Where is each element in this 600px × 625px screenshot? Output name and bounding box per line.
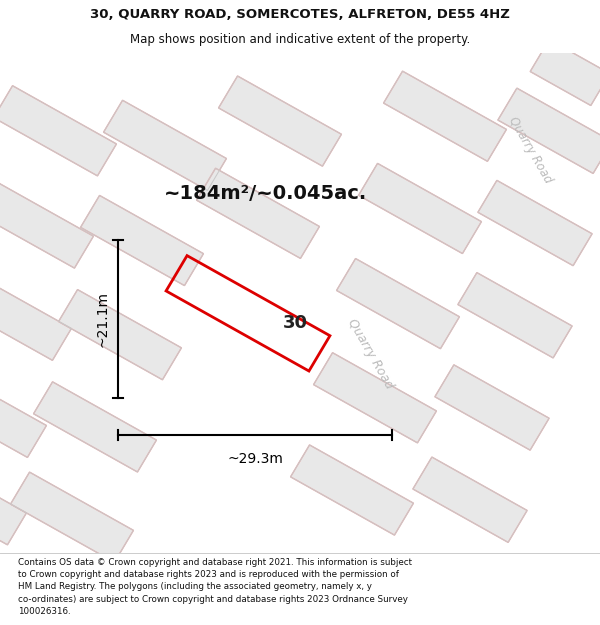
Polygon shape xyxy=(59,289,181,380)
Text: Contains OS data © Crown copyright and database right 2021. This information is : Contains OS data © Crown copyright and d… xyxy=(18,558,412,616)
Polygon shape xyxy=(498,88,600,174)
Polygon shape xyxy=(359,163,481,254)
Polygon shape xyxy=(218,76,341,166)
Polygon shape xyxy=(337,259,460,349)
Polygon shape xyxy=(383,71,506,161)
Text: ~21.1m: ~21.1m xyxy=(96,291,110,347)
Polygon shape xyxy=(0,178,94,268)
Polygon shape xyxy=(290,445,413,535)
Polygon shape xyxy=(0,270,71,361)
Text: 30, QUARRY ROAD, SOMERCOTES, ALFRETON, DE55 4HZ: 30, QUARRY ROAD, SOMERCOTES, ALFRETON, D… xyxy=(90,8,510,21)
Polygon shape xyxy=(314,352,436,443)
Polygon shape xyxy=(458,272,572,358)
Polygon shape xyxy=(197,168,319,258)
Text: Map shows position and indicative extent of the property.: Map shows position and indicative extent… xyxy=(130,32,470,46)
Polygon shape xyxy=(413,457,527,542)
Polygon shape xyxy=(80,196,203,286)
Polygon shape xyxy=(435,365,549,450)
Polygon shape xyxy=(0,53,600,111)
Polygon shape xyxy=(34,382,157,472)
Polygon shape xyxy=(11,472,133,562)
Polygon shape xyxy=(470,53,600,179)
Text: ~184m²/~0.045ac.: ~184m²/~0.045ac. xyxy=(163,184,367,203)
Polygon shape xyxy=(530,39,600,106)
Text: 30: 30 xyxy=(283,314,308,332)
Polygon shape xyxy=(310,179,600,553)
Text: Quarry Road: Quarry Road xyxy=(506,114,554,186)
Polygon shape xyxy=(0,454,26,545)
Text: Quarry Road: Quarry Road xyxy=(344,317,395,391)
Polygon shape xyxy=(478,181,592,266)
Polygon shape xyxy=(0,368,46,458)
Polygon shape xyxy=(0,53,330,553)
Text: ~29.3m: ~29.3m xyxy=(227,452,283,466)
Polygon shape xyxy=(0,86,116,176)
Polygon shape xyxy=(104,100,226,191)
